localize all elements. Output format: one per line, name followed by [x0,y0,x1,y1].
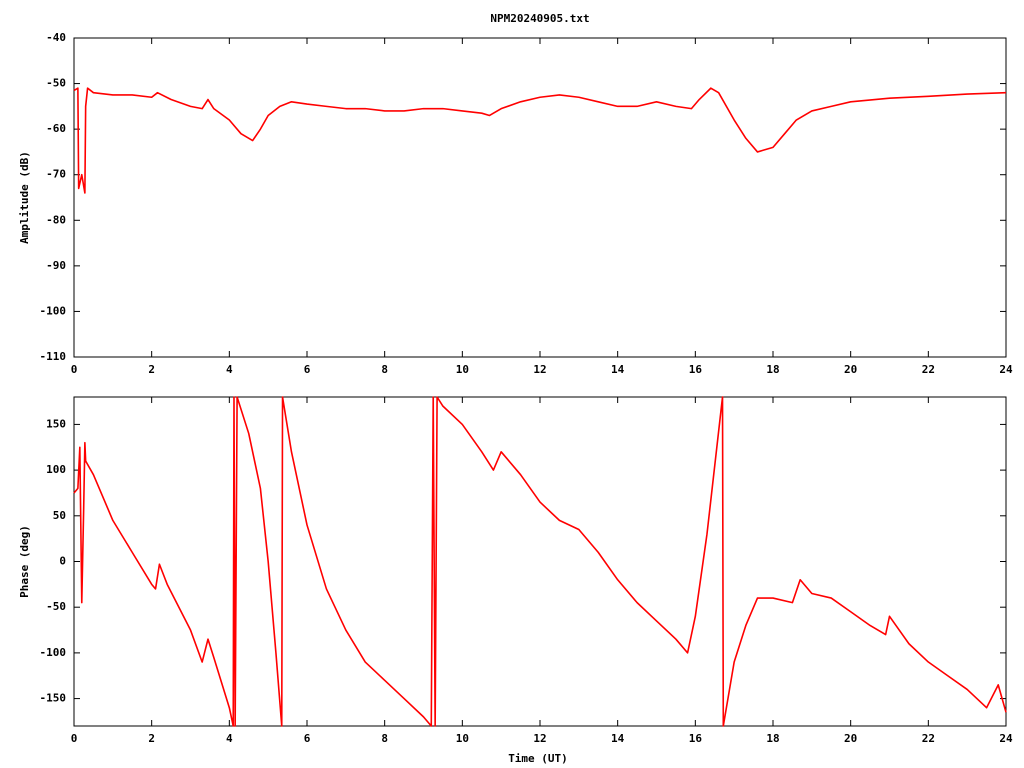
data-line [73,87,1007,194]
x-tick-label: 6 [304,732,311,745]
y-tick-label: -100 [40,304,67,317]
x-tick-label: 18 [766,732,779,745]
y-tick-label: -110 [40,350,67,363]
data-line [73,396,1007,727]
y-tick-label: -80 [46,213,66,226]
x-tick-label: 14 [611,732,625,745]
y-tick-label: -40 [46,31,66,44]
x-tick-label: 22 [922,363,935,376]
y-tick-label: -50 [46,600,66,613]
y-tick-label: -150 [40,692,67,705]
y-tick-label: -100 [40,646,67,659]
x-tick-label: 8 [381,732,388,745]
x-tick-label: 24 [999,363,1013,376]
x-tick-label: 12 [533,732,546,745]
y-tick-label: 50 [53,509,66,522]
y-tick-label: -60 [46,122,66,135]
y-tick-label: -50 [46,77,66,90]
x-tick-label: 24 [999,732,1013,745]
y-axis-label: Amplitude (dB) [18,151,31,244]
x-tick-label: 10 [456,732,469,745]
y-tick-label: 150 [46,417,66,430]
x-tick-label: 2 [148,363,155,376]
y-axis-label: Phase (deg) [18,525,31,598]
x-tick-label: 14 [611,363,625,376]
y-tick-label: -90 [46,259,66,272]
x-tick-label: 0 [71,363,78,376]
x-tick-label: 20 [844,363,857,376]
x-tick-label: 16 [689,363,703,376]
x-tick-label: 16 [689,732,703,745]
x-tick-label: 18 [766,363,779,376]
x-tick-label: 12 [533,363,546,376]
x-tick-label: 10 [456,363,469,376]
x-tick-label: 4 [226,363,233,376]
x-tick-label: 0 [71,732,78,745]
x-axis-label: Time (UT) [508,752,568,765]
x-tick-label: 4 [226,732,233,745]
x-tick-label: 6 [304,363,311,376]
y-tick-label: 0 [59,555,66,568]
x-tick-label: 20 [844,732,857,745]
chart-title: NPM20240905.txt [490,12,589,25]
y-tick-label: 100 [46,463,66,476]
x-tick-label: 2 [148,732,155,745]
x-tick-label: 22 [922,732,935,745]
x-tick-label: 8 [381,363,388,376]
y-tick-label: -70 [46,168,66,181]
